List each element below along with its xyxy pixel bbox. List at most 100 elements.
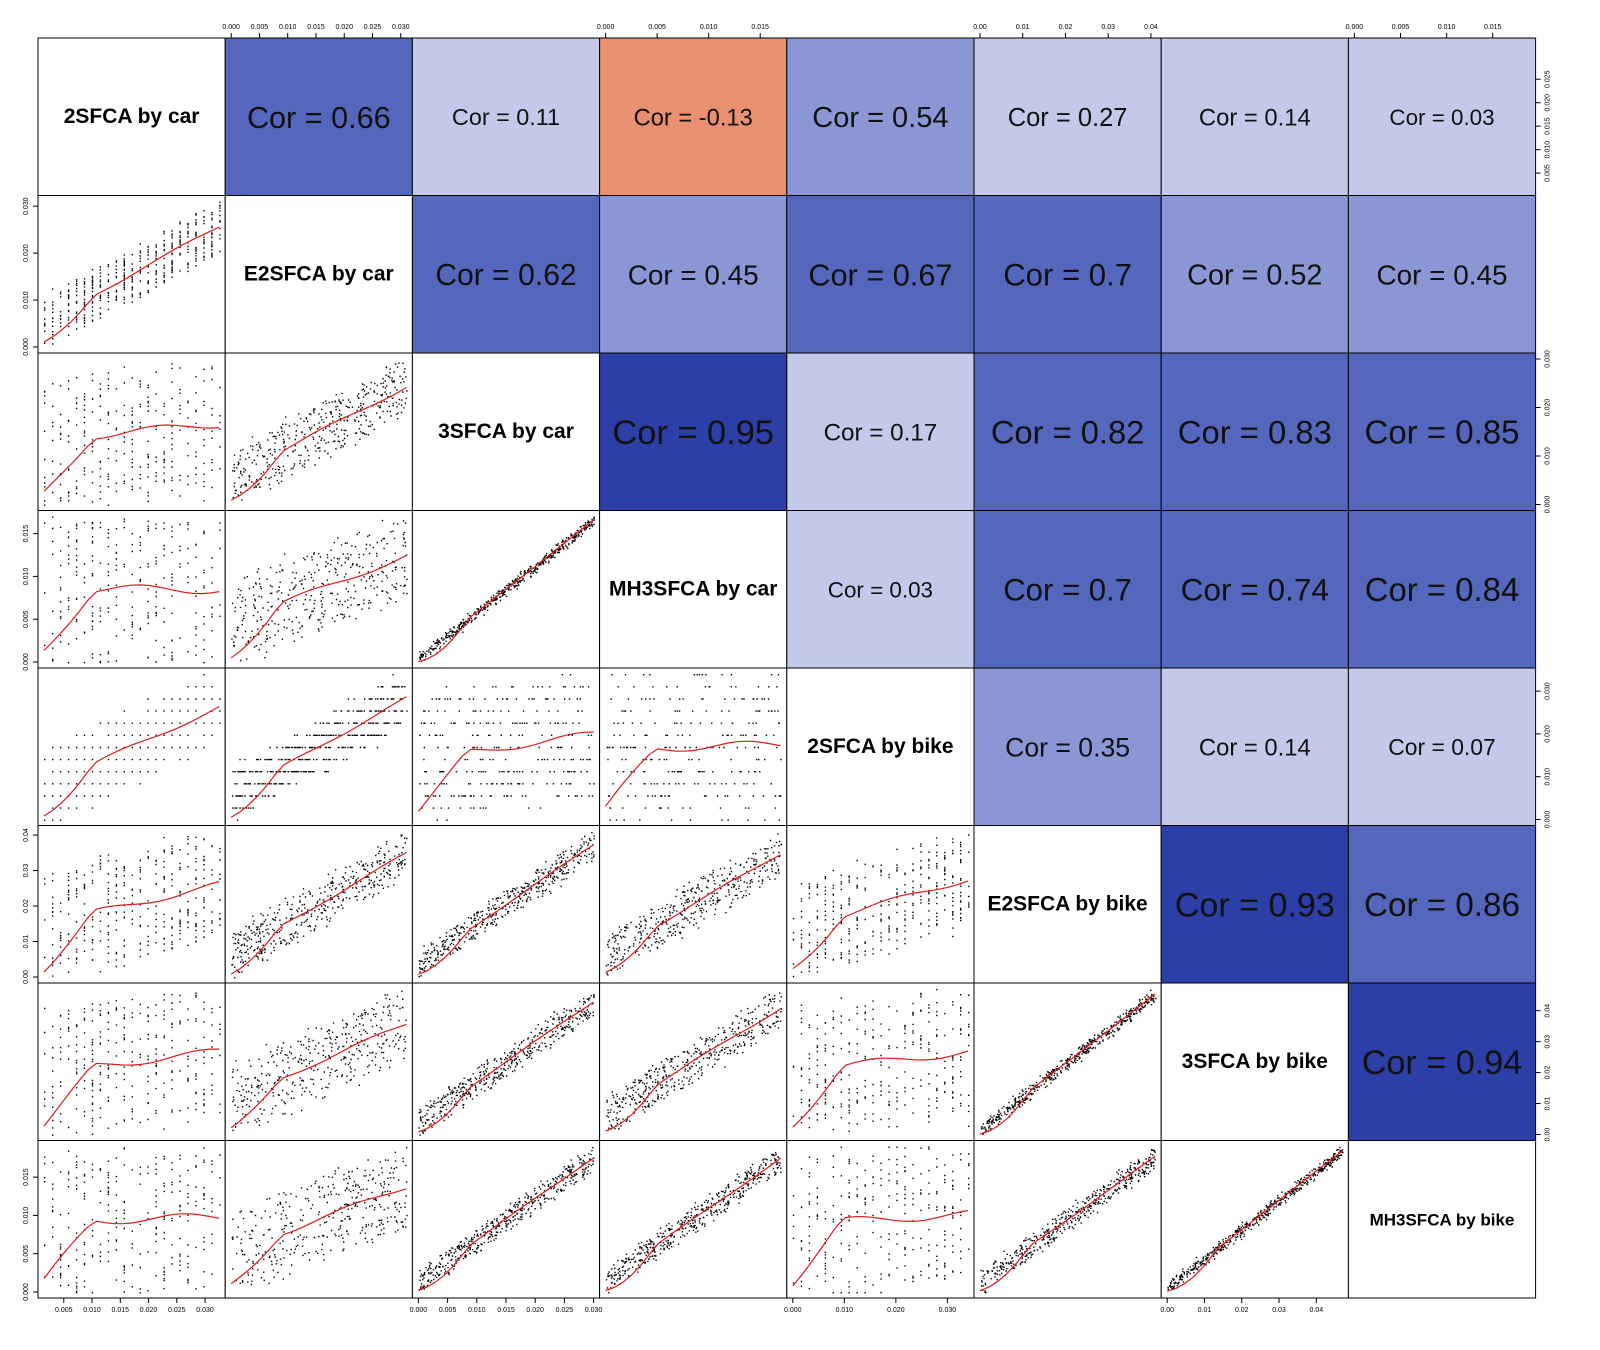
correlation-tile [786,510,974,668]
axis-tick-label: 0.030 [1544,350,1551,368]
smoother-line [230,386,407,501]
diagonal-cell-bg [412,353,600,511]
variable-label: E2SFCA by car [244,262,394,285]
axis-tick-label: 0.010 [23,1207,30,1225]
axis-tick-label: 0.03 [1272,1307,1286,1314]
scatter-panel-bg [412,668,600,826]
correlation-value: Cor = 0.27 [1008,104,1128,132]
axis-tick-label: 0.025 [364,24,382,31]
axis-tick-label: 0.02 [1059,24,1073,31]
axis-tick-label: 0.005 [23,1245,30,1263]
matrix-cells: 2SFCA by car Cor = 0.66 Cor = 0.11 Cor = -0… [37,37,1537,1299]
matrix-cell [224,1140,413,1299]
correlation-value: Cor = 0.7 [1003,572,1132,607]
matrix-cell [224,982,413,1141]
smoother-line [43,880,220,973]
correlation-value: Cor = 0.7 [1003,257,1132,292]
correlation-value: Cor = 0.67 [808,257,952,292]
matrix-cell [599,667,788,826]
correlation-value: Cor = 0.03 [828,577,933,602]
matrix-cell: E2SFCA by car [224,195,413,354]
matrix-cell: Cor = 0.54 [786,37,975,196]
matrix-cell [599,982,788,1141]
correlation-value: Cor = 0.11 [452,104,560,130]
matrix-cell: Cor = 0.45 [1347,195,1537,354]
correlation-value: Cor = 0.14 [1199,734,1311,761]
correlation-value: Cor = 0.84 [1365,571,1520,608]
smoother-line [979,993,1156,1135]
correlation-tile [1161,353,1349,511]
matrix-cell [411,667,601,826]
axis-tick-label: 0.005 [1392,24,1410,31]
correlation-tile [1348,983,1536,1141]
scatter-points [1167,1146,1344,1290]
matrix-cell [411,1140,601,1299]
correlation-tile [1161,668,1349,826]
smoother-line [418,1157,594,1291]
correlation-value: Cor = 0.95 [612,414,774,452]
correlation-value: Cor = 0.93 [1175,887,1335,925]
matrix-cell [224,667,413,826]
smoother-line [43,584,220,651]
axis-tick-label: 0.005 [23,610,30,628]
matrix-cell: 2SFCA by car [37,37,226,196]
matrix-cell [411,982,601,1141]
correlation-tile [1348,668,1536,826]
smoother-line [43,424,220,492]
matrix-cell: Cor = 0.82 [973,352,1162,511]
matrix-cell: Cor = 0.66 [224,37,413,196]
axis-tick-label: 0.025 [168,1307,186,1314]
axis-tick-label: 0.000 [1544,811,1551,829]
scatter-points [980,989,1157,1135]
axis-tick-label: 0.000 [597,24,615,31]
correlation-tile [974,38,1162,196]
matrix-cell: Cor = 0.93 [1160,825,1349,984]
axis-tick-label: 0.015 [112,1307,130,1314]
correlation-value: Cor = 0.94 [1362,1044,1523,1082]
axis-tick-label: 0.010 [279,24,297,31]
axis-tick-label: 0.010 [1544,447,1551,465]
matrix-cell: Cor = 0.67 [786,195,975,354]
scatter-panel-bg [38,195,226,353]
axis-tick-label: 0.025 [556,1307,574,1314]
correlation-tile [1161,38,1349,196]
diagonal-cell-bg [38,38,226,196]
smoother-line [417,731,594,812]
axis-tick-label: 0.030 [196,1307,214,1314]
axis-tick-label: 0.04 [1144,24,1158,31]
axis-tick-label: 0.010 [83,1307,101,1314]
matrix-cell [37,1140,226,1299]
axis-tick-label: 0.04 [23,828,30,842]
matrix-cell: 3SFCA by car [411,352,601,511]
axis-tick-label: 0.02 [23,899,30,913]
matrix-cell [37,825,226,984]
axis-tick-label: 0.03 [1101,24,1115,31]
axis-tick-label: 0.005 [1544,164,1551,182]
variable-label: MH3SFCA by car [609,577,777,600]
axis-tick-label: 0.000 [23,338,30,356]
smoother-line [418,844,594,976]
axis-tick-label: 0.03 [23,864,30,878]
correlation-value: Cor = 0.35 [1005,732,1130,762]
matrix-cell: Cor = 0.83 [1160,352,1349,511]
scatter-panel-bg [38,668,226,826]
axis-tick-label: 0.015 [1544,117,1551,135]
matrix-cell: Cor = 0.94 [1347,982,1537,1141]
correlation-value: Cor = 0.45 [628,259,759,290]
axis-tick-label: 0.020 [1544,94,1551,112]
matrix-cell: Cor = 0.7 [973,510,1162,669]
scatter-points [605,1151,782,1294]
axis-tick-label: 0.030 [23,197,30,215]
smoother-line [418,1001,594,1133]
axis-tick-label: 0.000 [1346,24,1364,31]
axis-tick-label: 0.04 [1544,1004,1551,1018]
smoother-line [230,696,407,818]
smoother-line [605,1008,782,1132]
diagonal-cell-bg [1348,1140,1536,1298]
diagonal-cell-bg [1161,983,1349,1141]
scatter-panel-bg [225,510,413,668]
axis-tick-label: 0.005 [251,24,269,31]
scatter-panel-bg [225,353,413,511]
smoother-line [230,851,407,975]
axis-tick-label: 0.04 [1309,1307,1323,1314]
